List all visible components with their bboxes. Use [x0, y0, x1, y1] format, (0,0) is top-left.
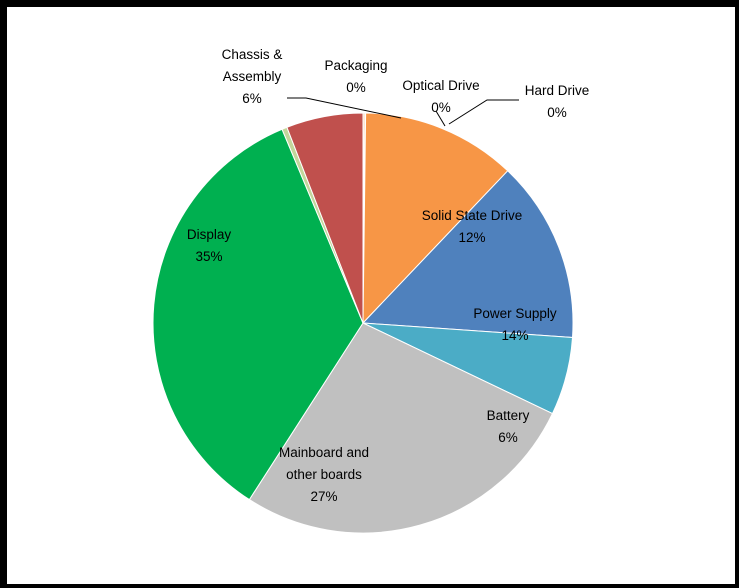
leader-line-optical-drive: [435, 110, 446, 127]
data-label-name: Power Supply: [473, 306, 557, 321]
data-label-value: 12%: [458, 230, 485, 245]
data-label-value: 35%: [195, 249, 222, 264]
data-label-mainboard-and-other-boards: Mainboard and other boards 27%: [279, 445, 369, 504]
data-label-value: 27%: [310, 489, 337, 504]
data-label-name: Assembly: [223, 69, 282, 84]
data-label-name: Mainboard and: [279, 445, 369, 460]
pie-slice-mainboard-and-other-boards: [248, 322, 554, 534]
data-label-name: Optical Drive: [402, 78, 479, 93]
data-label-name: Hard Drive: [525, 83, 590, 98]
leader-line-chassis-assembly: [287, 97, 402, 119]
data-label-name: Display: [187, 227, 232, 242]
data-label-battery: Battery 6%: [487, 408, 530, 445]
data-label-optical-drive: Optical Drive 0%: [402, 78, 479, 115]
data-label-value: 0%: [431, 100, 451, 115]
data-label-name: Battery: [487, 408, 530, 423]
pie-slice-power-supply: [361, 170, 574, 339]
data-label-value: 0%: [346, 80, 366, 95]
data-label-solid-state-drive: Solid State Drive 12%: [422, 208, 523, 245]
pie-slices: [152, 112, 574, 534]
data-label-name: Chassis &: [222, 47, 283, 62]
pie-labels: Optical Drive 0% Hard Drive 0% Solid State D…: [187, 47, 589, 504]
data-label-name: Solid State Drive: [422, 208, 523, 223]
data-label-hard-drive: Hard Drive 0%: [525, 83, 590, 120]
data-label-value: 6%: [242, 91, 262, 106]
pie-slice-chassis-assembly: [286, 112, 364, 324]
data-label-packaging: Packaging 0%: [324, 58, 387, 95]
data-label-value: 6%: [498, 430, 518, 445]
data-label-value: 0%: [547, 105, 567, 120]
data-label-power-supply: Power Supply 14%: [473, 306, 557, 343]
pie-slice-display: [152, 128, 364, 501]
leader-line-hard-drive: [448, 99, 519, 125]
data-label-display: Display 35%: [187, 227, 232, 264]
data-label-chassis-assembly: Chassis & Assembly 6%: [222, 47, 283, 106]
data-label-name: Packaging: [324, 58, 387, 73]
pie-slice-solid-state-drive: [362, 112, 509, 325]
data-label-name: other boards: [286, 467, 362, 482]
data-label-value: 14%: [501, 328, 528, 343]
